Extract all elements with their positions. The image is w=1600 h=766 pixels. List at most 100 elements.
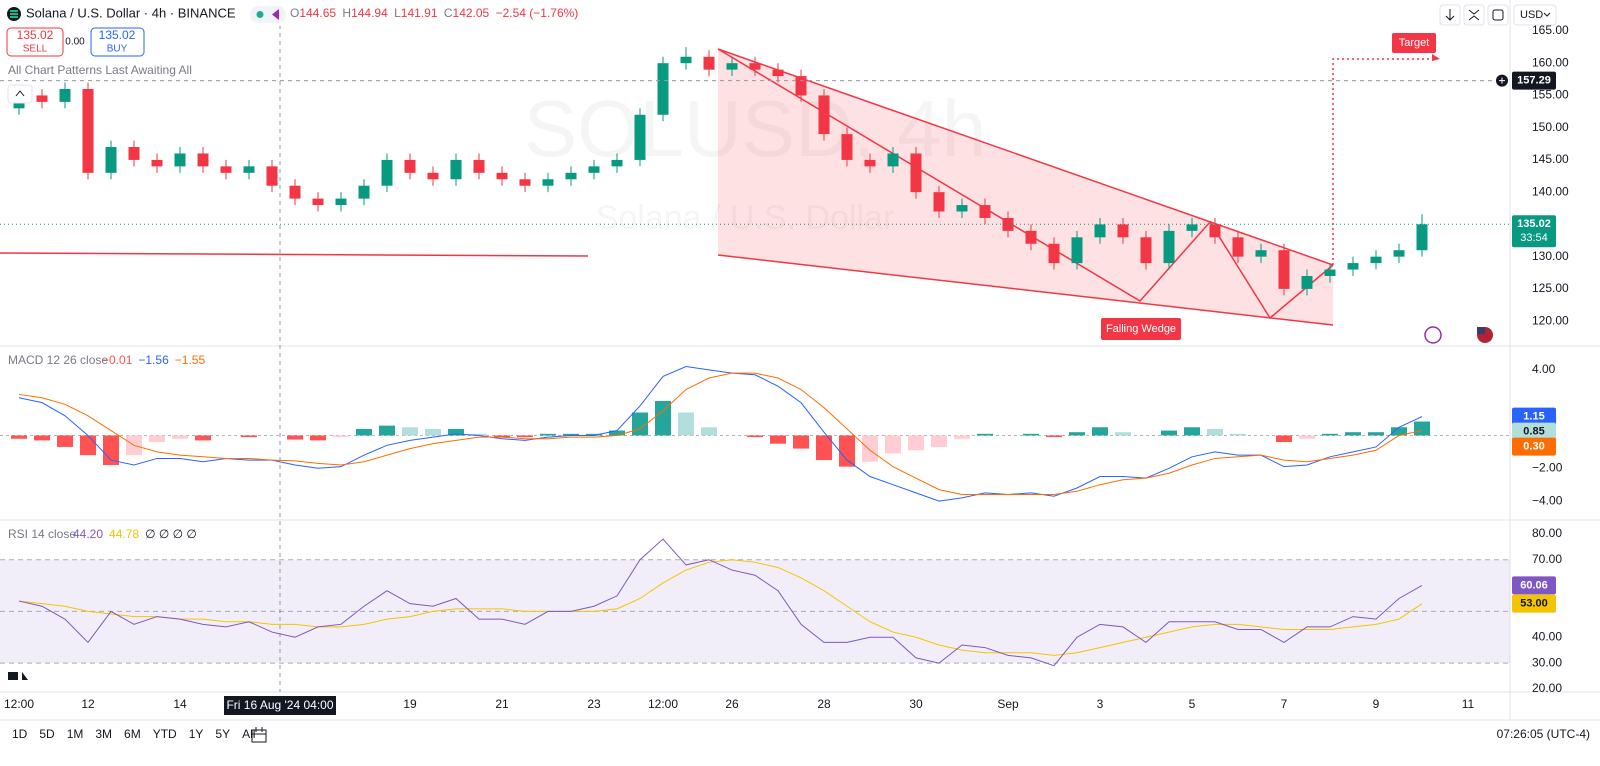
ohlc-change: −2.54 (−1.76%) bbox=[496, 6, 579, 20]
histogram-bar bbox=[425, 428, 441, 436]
candle-body bbox=[473, 159, 485, 173]
candle-body bbox=[404, 159, 416, 173]
event-icon[interactable] bbox=[1424, 326, 1442, 344]
range-button[interactable]: 3M bbox=[95, 727, 112, 741]
indicator-legend-value: 44.78 bbox=[109, 527, 139, 541]
histogram-bar bbox=[793, 435, 809, 449]
fullscreen-button[interactable] bbox=[1487, 4, 1509, 26]
ohlc-legend: O144.65 H144.94 L141.91 C142.05 −2.54 (−… bbox=[290, 6, 578, 20]
target-line bbox=[1332, 58, 1436, 265]
tv-logo bbox=[8, 672, 28, 680]
y-tick-label: 145.00 bbox=[1532, 152, 1569, 166]
y-tick-label: 130.00 bbox=[1532, 249, 1569, 263]
ohlc-value: 144.94 bbox=[351, 6, 388, 20]
axis-price-label: 60.06 bbox=[1520, 579, 1548, 591]
candle-body bbox=[864, 159, 876, 167]
histogram-bar bbox=[655, 401, 671, 436]
indicator-label[interactable]: All Chart Patterns Last Awaiting All bbox=[8, 63, 192, 77]
histogram-bar bbox=[1161, 430, 1177, 436]
wedge-zigzag bbox=[717, 48, 1334, 320]
histogram-bar bbox=[1184, 427, 1200, 436]
histogram-bar bbox=[931, 435, 947, 447]
axis-price-box bbox=[1512, 576, 1556, 595]
calendar-icon bbox=[251, 727, 267, 743]
histogram-bar bbox=[448, 428, 464, 436]
range-button[interactable]: 1Y bbox=[189, 727, 204, 741]
x-tick-label: 14 bbox=[173, 697, 187, 711]
candle-body bbox=[151, 159, 163, 167]
x-tick-label: Sep bbox=[997, 697, 1019, 711]
histogram-bar bbox=[517, 435, 533, 438]
histogram-bar bbox=[333, 435, 349, 438]
histogram-bar bbox=[839, 435, 855, 467]
histogram-bar bbox=[310, 435, 326, 441]
ohlc-key: H bbox=[342, 6, 351, 20]
sell-button[interactable] bbox=[6, 27, 64, 57]
range-button[interactable]: 5Y bbox=[215, 727, 230, 741]
x-tick-label: 9 bbox=[1373, 697, 1380, 711]
histogram-bar bbox=[678, 412, 694, 436]
ohlc-key: C bbox=[444, 6, 453, 20]
indicator-legend-value: ∅ ∅ ∅ ∅ bbox=[145, 527, 197, 541]
axis-price-box bbox=[1512, 594, 1556, 613]
buy-button[interactable] bbox=[90, 27, 145, 57]
spread: 0.00 bbox=[65, 37, 85, 48]
range-button[interactable]: 1M bbox=[67, 727, 84, 741]
crosshair-time-box bbox=[224, 696, 336, 715]
histogram-bar bbox=[11, 435, 27, 439]
range-button[interactable]: 1D bbox=[12, 727, 28, 741]
status-pill[interactable] bbox=[250, 6, 286, 23]
candle-body bbox=[703, 56, 715, 70]
y-tick-label: 165.00 bbox=[1532, 23, 1569, 37]
wedge-lower bbox=[717, 254, 1334, 326]
sell-price: 135.02 bbox=[17, 28, 54, 42]
candle-body bbox=[1163, 230, 1175, 264]
symbol-title[interactable]: Solana / U.S. Dollar · 4h · BINANCE bbox=[26, 5, 236, 20]
candle-body bbox=[1071, 237, 1083, 264]
histogram-bar bbox=[195, 435, 211, 441]
y-tick-label: 155.00 bbox=[1532, 88, 1569, 102]
histogram-bar bbox=[862, 435, 878, 462]
histogram-bar bbox=[1207, 428, 1223, 436]
candle-body bbox=[1117, 224, 1129, 238]
range-button[interactable]: 5D bbox=[39, 727, 55, 741]
candle-body bbox=[1416, 224, 1428, 251]
histogram-bar bbox=[172, 435, 188, 439]
histogram-bar bbox=[908, 435, 924, 451]
candle-body bbox=[726, 63, 738, 70]
axis-price-box bbox=[1512, 422, 1556, 441]
y-tick-label: 4.00 bbox=[1532, 362, 1556, 376]
histogram-bar bbox=[977, 433, 993, 436]
logo-mark bbox=[10, 10, 18, 18]
candle-body bbox=[450, 159, 462, 180]
histogram-bar bbox=[241, 435, 257, 438]
countdown: 33:54 bbox=[1520, 232, 1548, 244]
histogram-bar bbox=[1299, 435, 1315, 439]
candle-body bbox=[128, 147, 140, 160]
candle-body bbox=[1370, 256, 1382, 264]
collapse-button[interactable] bbox=[7, 84, 33, 104]
candle-body bbox=[1347, 263, 1359, 270]
x-tick-label: 28 bbox=[817, 697, 831, 711]
x-tick-label: 30 bbox=[909, 697, 923, 711]
target-label: Target bbox=[1399, 37, 1430, 49]
candle-body bbox=[1278, 250, 1290, 289]
candle-body bbox=[1025, 230, 1037, 244]
histogram-bar bbox=[103, 435, 119, 466]
candle-body bbox=[1232, 237, 1244, 257]
histogram-bar bbox=[885, 435, 901, 454]
range-button[interactable]: YTD bbox=[153, 727, 177, 741]
histogram-bar bbox=[586, 433, 602, 436]
clock[interactable]: 07:26:05 (UTC-4) bbox=[1497, 727, 1590, 741]
candle-body bbox=[588, 166, 600, 173]
axis-price-box bbox=[1512, 437, 1556, 456]
currency-button[interactable] bbox=[1513, 4, 1557, 26]
x-tick-label: 5 bbox=[1189, 697, 1196, 711]
range-button[interactable]: 6M bbox=[124, 727, 141, 741]
histogram-bar bbox=[34, 435, 50, 441]
candle-body bbox=[956, 205, 968, 212]
histogram-bar bbox=[770, 435, 786, 444]
candle-body bbox=[266, 166, 278, 186]
candle-body bbox=[519, 179, 531, 186]
collapse-button[interactable] bbox=[1463, 4, 1485, 26]
